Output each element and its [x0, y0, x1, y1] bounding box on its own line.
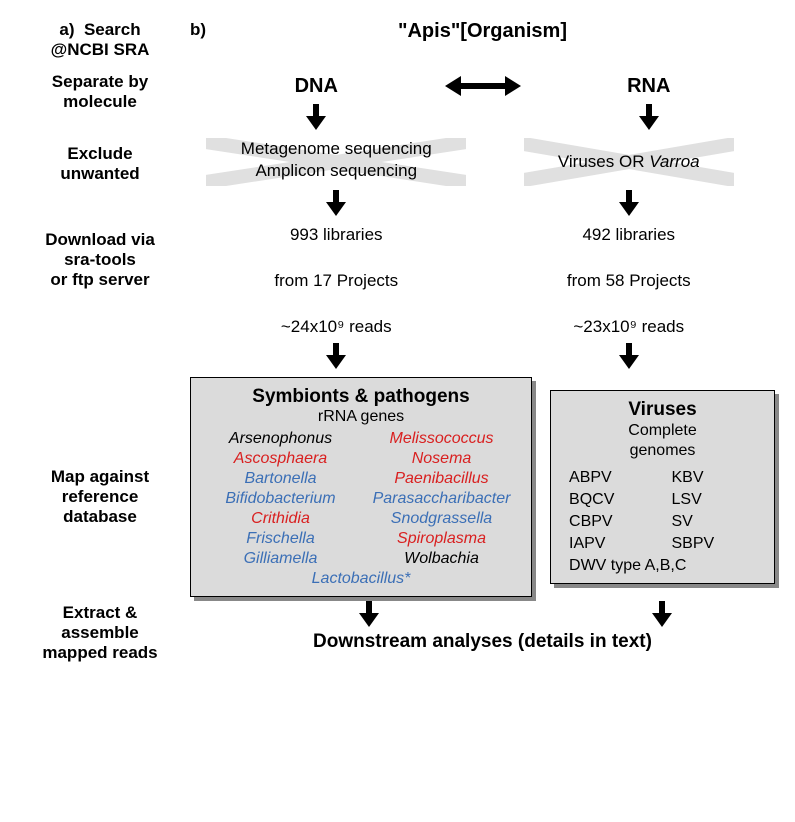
vir-sub1: Complete [628, 422, 696, 439]
vir-item: SV [672, 513, 757, 531]
arrow-down-icon [483, 188, 776, 218]
ex1: Exclude [67, 144, 132, 163]
arrow-down-icon [190, 188, 483, 218]
rna-stat3: ~23x10⁹ reads [573, 316, 684, 339]
ext2: assemble [61, 623, 139, 642]
label-exclude: Exclude unwanted [20, 138, 190, 184]
panels-content: Symbionts & pathogens rRNA genes Arsenop… [190, 377, 775, 631]
exclude-dna: Metagenome sequencing Amplicon sequencin… [206, 138, 466, 186]
vir-item: SBPV [672, 535, 757, 553]
arrow-down-icon [523, 102, 776, 132]
sym-item: Paenibacillus [364, 470, 519, 488]
row-separate: Separate by molecule DNA RNA [20, 72, 775, 134]
label-extract: Extract & assemble mapped reads [20, 603, 190, 663]
sym-item: Ascosphaera [203, 450, 358, 468]
vir-sub2: genomes [630, 442, 696, 459]
exclude-content: Metagenome sequencing Amplicon sequencin… [190, 138, 775, 220]
arrow-down-icon [483, 341, 776, 371]
excl-dna2: Amplicon sequencing [255, 161, 417, 180]
row-footer: Extract & assemble mapped reads Downstre… [20, 631, 775, 663]
exclude-rna: Viruses OR Varroa [524, 138, 734, 186]
row-panels: Map against reference database Symbionts… [20, 377, 775, 631]
arrow-down-icon [190, 102, 443, 132]
label-map: Map against reference database [20, 377, 190, 527]
double-arrow-icon [443, 72, 523, 100]
arrow-down-icon [549, 599, 775, 629]
row-exclude: Exclude unwanted Metagenome sequencing A… [20, 138, 775, 220]
vir-item: CBPV [569, 513, 653, 531]
sym-item: Melissococcus [364, 430, 519, 448]
sep2: molecule [63, 92, 137, 111]
sep1: Separate by [52, 72, 148, 91]
ext1: Extract & [63, 603, 138, 622]
sym-item: Snodgrassella [364, 510, 519, 528]
label-download: Download via sra-tools or ftp server [20, 224, 190, 290]
rna-header: RNA [627, 75, 670, 98]
label-search: a) Search @NCBI SRA [20, 20, 190, 60]
vir-item: ABPV [569, 469, 653, 487]
dna-stat2: from 17 Projects [274, 270, 398, 293]
sym-item: Spiroplasma [364, 530, 519, 548]
sym-item: Bartonella [203, 470, 358, 488]
search-line2: @NCBI SRA [51, 40, 150, 59]
footer-text: Downstream analyses (details in text) [313, 631, 652, 653]
dna-header: DNA [295, 75, 338, 98]
sym-item: Bifidobacterium [203, 490, 358, 508]
sym-item: Parasaccharibacter [364, 490, 519, 508]
search-line1: Search [84, 20, 141, 39]
sym-item: Nosema [364, 450, 519, 468]
row-download: Download via sra-tools or ftp server 993… [20, 224, 775, 373]
sym-sub: rRNA genes [203, 408, 519, 426]
top-header: "Apis"[Organism] [230, 20, 735, 43]
vir-title: Viruses [563, 399, 762, 421]
download-content: 993 libraries from 17 Projects ~24x10⁹ r… [190, 224, 775, 373]
dl1: Download via [45, 230, 155, 249]
vir-item: KBV [672, 469, 757, 487]
footer-content: Downstream analyses (details in text) [190, 631, 775, 653]
vir-grid: ABPV KBV BQCV LSV CBPV SV IAPV SBPV DWV type A,B… [563, 469, 762, 575]
ext3: mapped reads [42, 643, 157, 662]
arrow-down-icon [190, 599, 549, 629]
rna-stat2: from 58 Projects [567, 270, 691, 293]
row-search: a) Search @NCBI SRA b) "Apis"[Organism] [20, 20, 775, 60]
label-separate: Separate by molecule [20, 72, 190, 112]
b-prefix: b) [190, 20, 230, 43]
dna-rna-row: DNA RNA [190, 72, 775, 134]
vir-item: BQCV [569, 491, 653, 509]
sym-last: Lactobacillus* [203, 570, 519, 588]
sym-item: Arsenophonus [203, 430, 358, 448]
map2: reference [62, 487, 139, 506]
panel-symbionts: Symbionts & pathogens rRNA genes Arsenop… [190, 377, 532, 597]
map1: Map against [51, 467, 149, 486]
a-prefix: a) [59, 20, 74, 39]
dl2: sra-tools [64, 250, 136, 269]
vir-item: LSV [672, 491, 757, 509]
dna-stat1: 993 libraries [290, 224, 383, 247]
arrow-down-icon [190, 341, 483, 371]
vir-item-last: DWV type A,B,C [569, 557, 756, 575]
col-b-top: b) "Apis"[Organism] [190, 20, 775, 43]
excl-dna1: Metagenome sequencing [241, 139, 432, 158]
sym-item: Frischella [203, 530, 358, 548]
sym-title: Symbionts & pathogens [203, 386, 519, 408]
sym-grid: Arsenophonus Melissococcus Ascosphaera Nose… [203, 430, 519, 568]
vir-item: IAPV [569, 535, 653, 553]
ex2: unwanted [60, 164, 139, 183]
sym-item: Wolbachia [364, 550, 519, 568]
sym-item: Crithidia [203, 510, 358, 528]
sym-item: Gilliamella [203, 550, 358, 568]
dl3: or ftp server [50, 270, 149, 289]
map3: database [63, 507, 137, 526]
dna-stat3: ~24x10⁹ reads [281, 316, 392, 339]
rna-stat1: 492 libraries [582, 224, 675, 247]
panel-viruses: Viruses Complete genomes ABPV KBV BQCV LSV C… [550, 390, 775, 584]
